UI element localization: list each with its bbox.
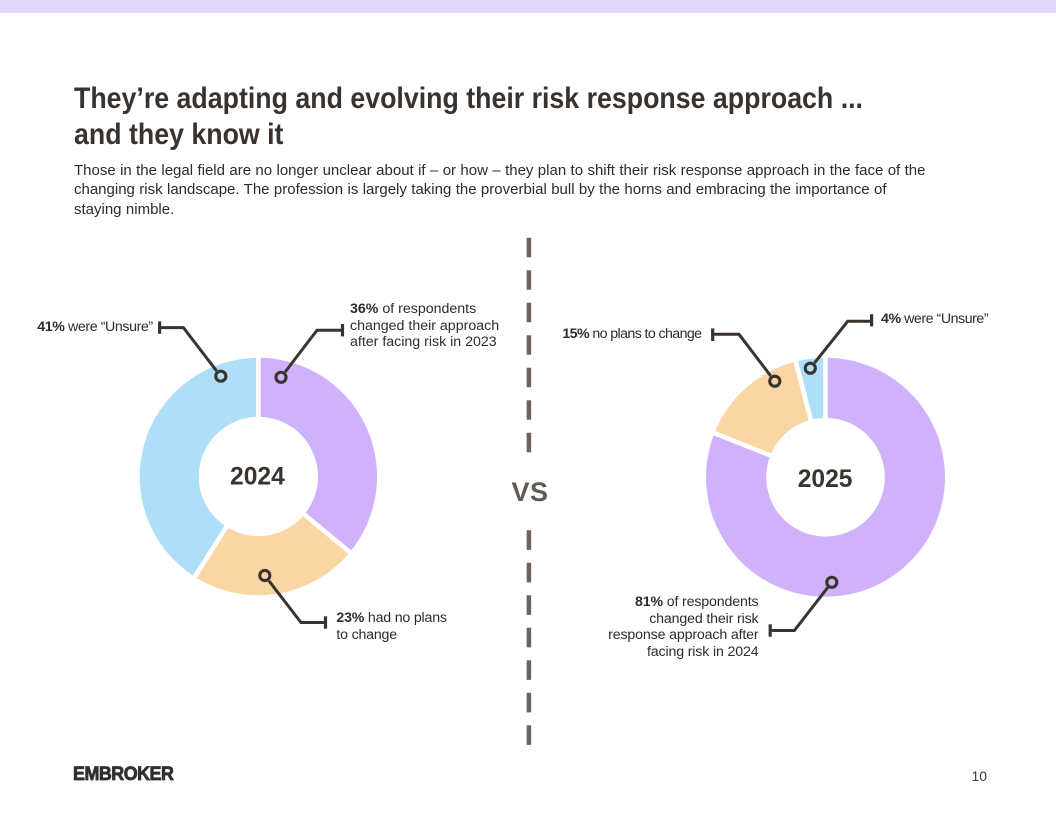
svg-text:2024: 2024 — [230, 464, 285, 491]
svg-text:2025: 2025 — [798, 466, 853, 493]
